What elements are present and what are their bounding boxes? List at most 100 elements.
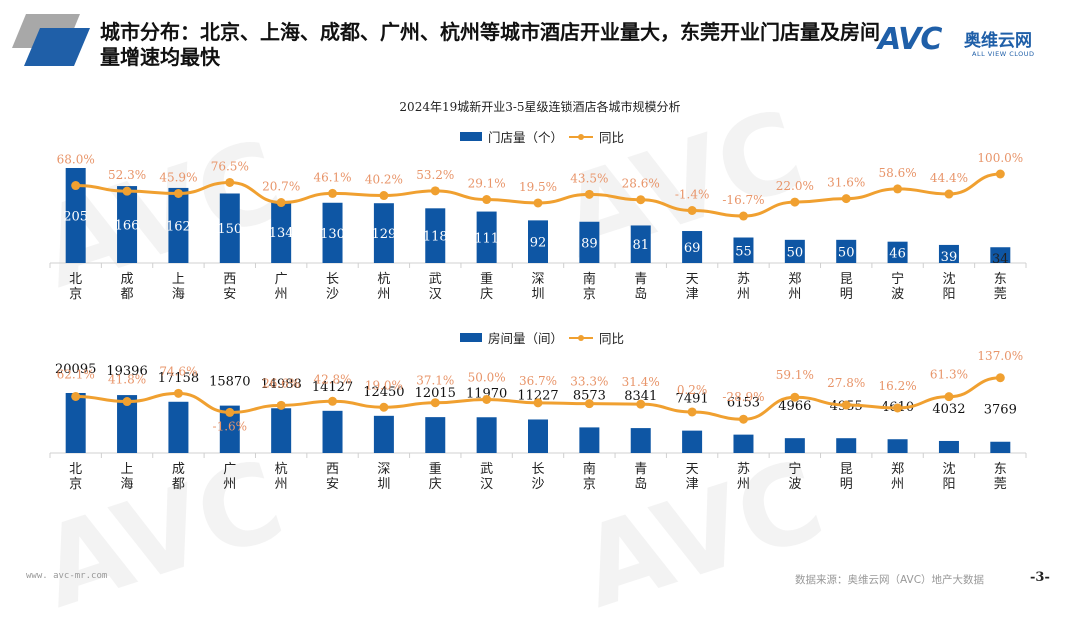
yoy-value-label: 19.5% [519,180,557,194]
yoy-value-label: 59.1% [776,368,814,382]
bar-value-label: 50 [838,245,855,260]
yoy-point [738,414,748,424]
bar-value-label: 17158 [158,371,199,386]
legend-bar-label: 房间量（间） [488,331,564,346]
yoy-value-label: -16.7% [722,193,764,207]
yoy-value-label: 100.0% [977,151,1023,165]
bar [476,417,497,453]
x-tick-label: 北京 [69,272,82,302]
yoy-point [122,186,132,196]
yoy-point [893,184,903,194]
x-tick-label: 长沙 [531,462,544,492]
bar [528,220,548,263]
bar [219,193,240,263]
yoy-point [533,398,543,408]
yoy-value-label: 44.4% [930,171,968,185]
bar [682,231,703,263]
yoy-point [482,195,492,205]
x-tick-label: 长沙 [326,272,339,302]
x-tick-label: 宁波 [788,461,801,492]
yoy-value-label: 76.5% [211,159,249,173]
yoy-value-label: 53.2% [416,168,454,182]
bar [579,221,600,263]
footer-url[interactable]: www. avc-mr.com [26,571,108,581]
yoy-value-label: 62.1% [57,367,95,381]
bar [938,244,959,263]
blue-parallelogram [24,28,90,66]
legend-bar-swatch [460,333,482,342]
chart-room-count: 20095 北京 19396 上海 17158 成都 15870 广州 14988 杭州 14127… [49,349,1027,492]
x-tick-label: 南京 [583,271,596,302]
yoy-point [328,396,338,406]
yoy-value-label: 19.0% [365,378,403,392]
yoy-point [995,169,1005,179]
yoy-point [379,402,389,412]
yoy-value-label: 61.3% [930,368,968,382]
x-tick-label: 成都 [121,272,134,302]
bar [219,405,240,453]
bar-value-label: 8341 [624,389,657,404]
yoy-point [944,189,954,199]
yoy-value-label: 31.6% [827,176,865,190]
yoy-value-label: 58.6% [879,166,917,180]
yoy-value-label: 74.6% [159,364,197,378]
x-tick-label: 东莞 [994,272,1007,302]
yoy-value-label: 37.1% [416,374,454,388]
bar-value-label: 12450 [363,385,404,400]
bar [117,186,138,263]
yoy-value-label: 22.0% [776,179,814,193]
bar [887,439,908,453]
yoy-point [533,198,543,208]
bar [271,200,292,263]
bar-value-label: 14127 [312,380,353,395]
x-tick-label: 深圳 [377,462,390,492]
x-tick-label: 上海 [121,462,134,492]
x-tick-label: 天津 [686,462,699,492]
bar [836,239,857,263]
bar [373,203,394,263]
yoy-point [276,198,286,208]
bar [733,237,754,263]
x-tick-label: 宁波 [891,271,904,302]
page-title: 城市分布：北京、上海、成都、广州、杭州等城市酒店开业量大，东莞开业门店量及房间量… [100,20,880,69]
yoy-point [173,388,183,398]
bar-value-label: 46 [889,247,906,262]
yoy-point [687,407,697,417]
bar [168,401,189,453]
yoy-point [893,403,903,413]
legend-line-swatch [569,132,594,142]
bar-value-label: 15870 [209,375,250,390]
yoy-point [430,186,440,196]
x-tick-label: 南京 [583,461,596,492]
yoy-value-label: 137.0% [977,349,1023,363]
chart2-legend: 房间量（间） 同比 [460,328,624,347]
yoy-point [482,395,492,404]
bar-value-label: 118 [423,230,448,245]
yoy-point [379,191,389,201]
bar [990,441,1011,453]
legend-bar-label: 门店量（个） [488,130,564,145]
yoy-point [636,399,646,409]
bar-value-label: 14988 [260,377,301,392]
bar [425,208,446,263]
yoy-point [225,177,235,187]
yoy-value-label: 29.1% [468,177,506,191]
yoy-point [790,392,800,402]
logo-name-en: ALL VIEW CLOUD [972,50,1035,58]
page-number: -3- [1030,570,1050,585]
bar [836,438,857,453]
bar-value-label: 166 [115,219,140,234]
yoy-value-label: 16.2% [879,379,917,393]
bar-value-label: 6153 [727,396,760,411]
bar [271,408,292,453]
bar-value-label: 89 [581,236,598,251]
yoy-point [225,407,235,417]
yoy-value-label: 31.4% [622,375,660,389]
yoy-point [276,400,286,410]
yoy-value-label: 40.2% [365,173,403,187]
bar-value-label: 4966 [778,399,811,414]
bar-value-label: 129 [371,227,396,242]
yoy-point [71,391,81,401]
yoy-value-label: 20.7% [262,180,300,194]
bar [990,247,1011,263]
